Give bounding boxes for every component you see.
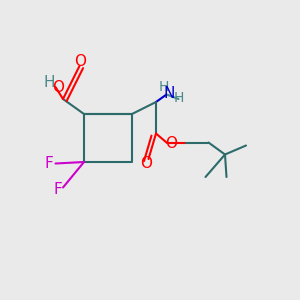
Text: F: F (44, 156, 53, 171)
Text: O: O (74, 54, 86, 69)
Text: H: H (44, 75, 55, 90)
Text: O: O (52, 80, 64, 94)
Text: N: N (163, 85, 175, 100)
Text: O: O (165, 136, 177, 151)
Text: F: F (53, 182, 62, 196)
Text: O: O (140, 156, 152, 171)
Text: H: H (173, 91, 184, 104)
Text: H: H (158, 80, 169, 94)
